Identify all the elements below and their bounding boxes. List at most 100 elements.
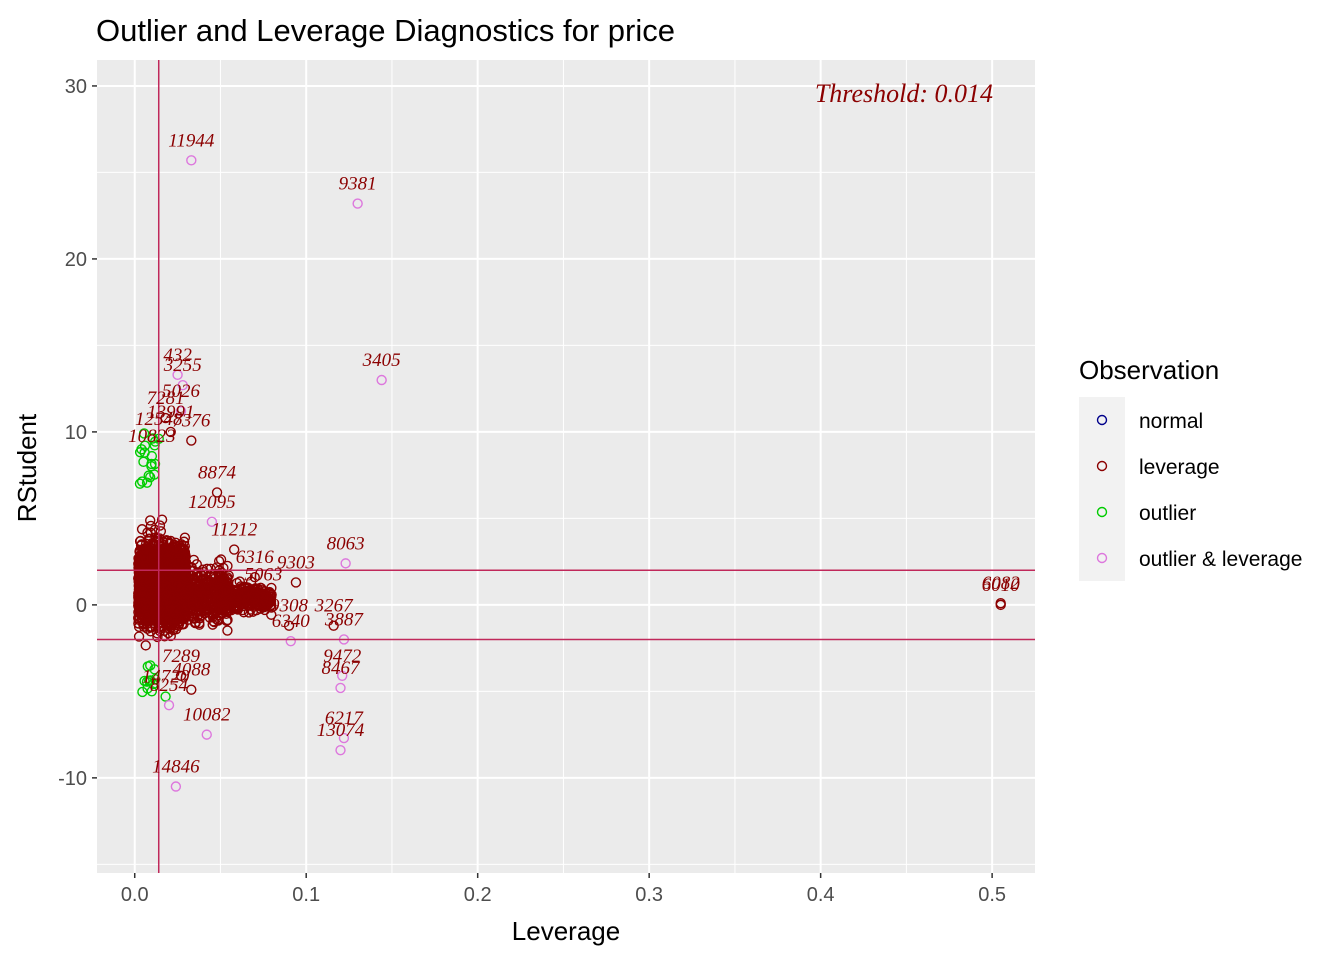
cloud-point [152, 631, 163, 643]
cloud-point [220, 590, 232, 601]
data-point [211, 487, 223, 498]
point-label: 9303 [277, 552, 315, 573]
cloud-point [216, 608, 227, 620]
point-label: 6217 [325, 708, 365, 729]
cloud-point [134, 606, 146, 617]
cloud-point [183, 582, 194, 594]
x-tick-label: 0.1 [292, 884, 320, 906]
data-point [290, 577, 302, 588]
y-axis-title: RStudent [12, 413, 42, 522]
data-point [995, 597, 1006, 609]
cloud-point [210, 584, 222, 595]
point-label: 13074 [317, 720, 365, 741]
data-point [237, 604, 248, 616]
cloud-point [136, 591, 148, 602]
cloud-point [194, 580, 206, 591]
cloud-point [180, 589, 192, 600]
data-point [177, 380, 188, 391]
point-label: 9308 [270, 596, 309, 617]
chart-title: Outlier and Leverage Diagnostics for pri… [96, 13, 675, 48]
point-label: 3405 [362, 350, 401, 371]
data-point [160, 691, 171, 702]
point-label: 7376 [172, 411, 211, 432]
point-label: 3887 [324, 609, 365, 630]
cloud-point [197, 599, 209, 611]
data-point [172, 369, 183, 381]
cloud-point [171, 579, 182, 590]
x-tick-label: 0.5 [978, 884, 1006, 906]
point-label: 9381 [339, 174, 377, 195]
legend-key [1096, 414, 1108, 426]
point-label: 4088 [172, 660, 211, 681]
point-label: 3267 [314, 596, 355, 617]
point-label: 3255 [163, 355, 202, 376]
cloud-point [136, 444, 147, 455]
data-point [352, 198, 363, 209]
cloud-point [159, 588, 171, 600]
point-label: 6121 [224, 580, 262, 601]
data-point [163, 700, 175, 711]
cloud-point [198, 577, 209, 588]
point-label: 12548 [135, 409, 183, 430]
cloud-point [186, 562, 197, 573]
legend-key [1096, 506, 1108, 518]
cloud-point [164, 618, 176, 630]
cloud-point [149, 673, 161, 685]
cloud-point [137, 579, 149, 591]
labeled-points [146, 155, 1006, 792]
data-point [258, 589, 269, 600]
cloud-point [233, 590, 244, 602]
cloud-point [225, 590, 236, 602]
y-tick-label: 20 [65, 249, 87, 271]
point-label: 8467 [322, 658, 362, 679]
cloud-point [141, 477, 153, 488]
cloud-point [171, 551, 183, 563]
point-label: 6010 [982, 575, 1021, 596]
point-label: 11212 [211, 520, 258, 541]
cloud-point [211, 580, 222, 591]
legend-label: normal [1139, 410, 1203, 433]
point-label: 10082 [183, 705, 231, 726]
data-point [335, 744, 346, 756]
cloud-point [182, 600, 193, 612]
point-label: 14846 [152, 757, 200, 778]
cloud-point [145, 675, 156, 686]
cloud-point [135, 535, 146, 547]
x-axis-title: Leverage [512, 916, 620, 946]
data-point [249, 572, 260, 583]
data-point [335, 682, 346, 694]
cloud-point [139, 440, 151, 451]
point-label: 11944 [168, 130, 215, 151]
cloud-point [259, 599, 271, 611]
cloud-point [133, 612, 144, 624]
data-point [376, 374, 387, 386]
cloud-point [168, 609, 180, 620]
cloud-point [155, 621, 166, 632]
point-label: 6082 [982, 573, 1021, 594]
cloud-point [187, 598, 198, 609]
cloud-point [210, 587, 221, 598]
cloud-point [164, 623, 175, 634]
cloud-point [141, 544, 153, 555]
data-point [146, 450, 158, 462]
cloud-point [160, 543, 172, 555]
cloud-point [165, 600, 176, 612]
data-point [170, 781, 182, 792]
legend-key [1096, 552, 1108, 564]
cloud-point [177, 552, 188, 564]
y-tick-label: -10 [58, 768, 87, 790]
cloud-point [190, 617, 201, 628]
cloud-point [142, 599, 153, 610]
cloud-point [140, 640, 151, 651]
point-label: 9472 [323, 646, 362, 667]
cloud-point [134, 478, 146, 489]
point-label: 14720 [142, 667, 190, 688]
cloud-point [156, 514, 168, 525]
data-point [337, 670, 348, 682]
cloud-point [174, 540, 185, 552]
minor-gridlines [97, 60, 1035, 873]
legend-label: outlier & leverage [1139, 548, 1302, 571]
cloud-point [145, 626, 156, 637]
